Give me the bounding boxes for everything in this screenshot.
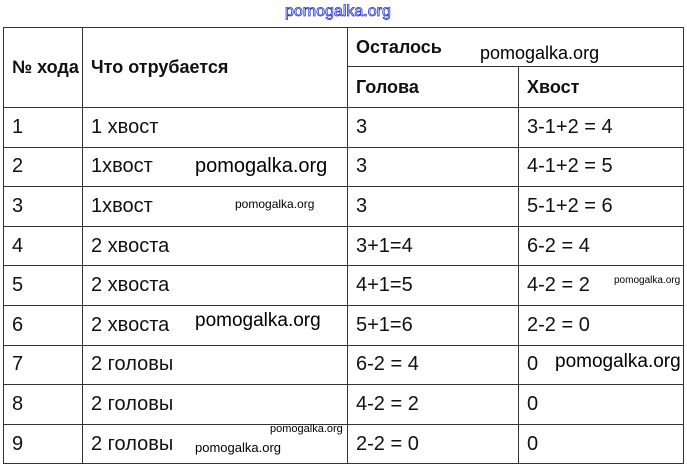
move-number-cell: 6 [3,304,83,346]
watermark: pomogalka.org [480,43,600,63]
header-what-cut: Что отрубается [82,27,348,108]
move-number-cell: 5 [3,265,83,306]
move-number-cell: 7 [3,344,83,386]
what-cut-cell: 1хвост [82,146,348,188]
tail-cell: 0 [518,423,684,465]
tail-cell: 4-2 = 2 [518,265,684,306]
move-number-cell: 1 [3,107,83,148]
what-cut-cell: 1 хвост [82,107,348,148]
watermark: pomogalka.org [270,423,343,435]
header-move-number: № хода [3,27,83,108]
table-row: 3 1хвост 3 5-1+2 = 6 [3,186,684,227]
watermark: pomogalka.org [285,3,392,20]
head-cell: 6-2 = 4 [347,344,519,386]
head-cell: 4+1=5 [347,265,519,306]
watermark: pomogalka.org [555,351,681,372]
move-number-cell: 9 [3,423,83,465]
what-cut-cell: 2 хвоста [82,225,348,267]
watermark: pomogalka.org [235,197,315,211]
head-cell: 5+1=6 [347,304,519,346]
tail-cell: 4-1+2 = 5 [518,146,684,188]
head-cell: 2-2 = 0 [347,423,519,465]
watermark: pomogalka.org [195,155,328,177]
head-cell: 4-2 = 2 [347,384,519,425]
head-cell: 3 [347,146,519,188]
head-cell: 3 [347,186,519,227]
move-number-cell: 3 [3,186,83,227]
moves-table: № хода Что отрубается Осталось Голова Хв… [3,27,684,465]
watermark: pomogalka.org [195,440,281,455]
move-number-cell: 2 [3,146,83,188]
header-tail: Хвост [518,66,684,108]
tail-cell: 0 [518,384,684,425]
head-cell: 3+1=4 [347,225,519,267]
watermark: pomogalka.org [614,275,681,286]
tail-cell: 2-2 = 0 [518,304,684,346]
what-cut-cell: 2 хвоста [82,304,348,346]
watermark: pomogalka.org [195,310,321,331]
header-head: Голова [347,66,519,108]
what-cut-cell: 2 хвоста [82,265,348,306]
what-cut-cell: 2 головы [82,423,348,465]
tail-cell: 6-2 = 4 [518,225,684,267]
tail-cell: 3-1+2 = 4 [518,107,684,148]
table-row: 2 1хвост 3 4-1+2 = 5 [3,146,684,188]
move-number-cell: 4 [3,225,83,267]
tail-cell: 5-1+2 = 6 [518,186,684,227]
what-cut-cell: 2 головы [82,344,348,386]
header-remaining: Осталось [347,27,684,67]
what-cut-cell: 2 головы [82,384,348,425]
move-number-cell: 8 [3,384,83,425]
head-cell: 3 [347,107,519,148]
